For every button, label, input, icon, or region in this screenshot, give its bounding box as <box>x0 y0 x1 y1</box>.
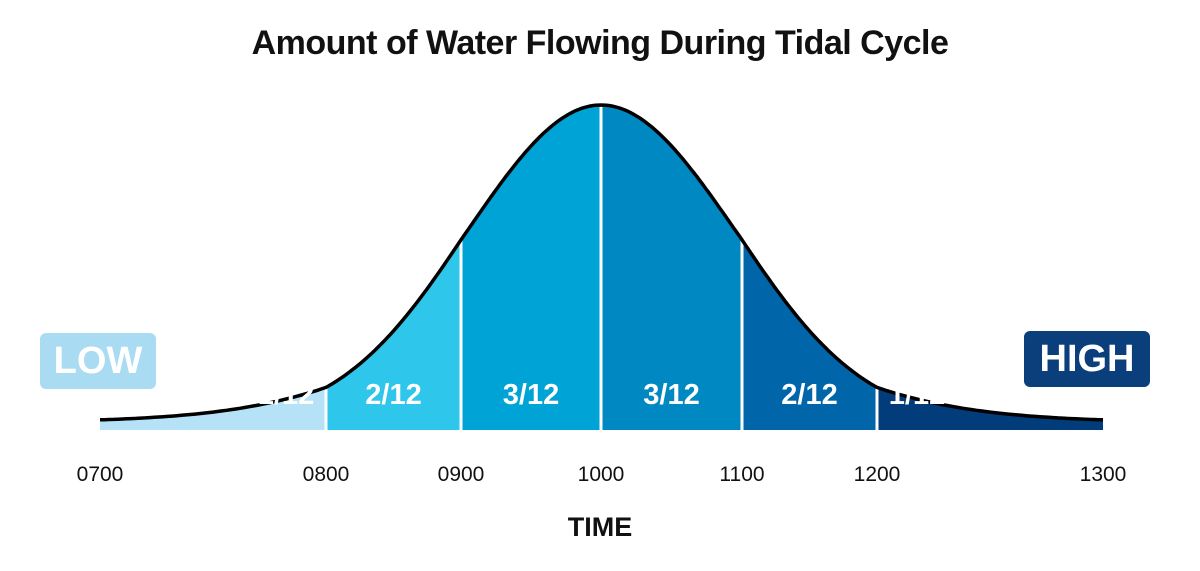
segment-label: 1/12 <box>889 379 945 411</box>
tidal-flow-curve <box>99 103 1104 422</box>
x-tick-label: 1200 <box>854 463 901 486</box>
x-tick-label: 1100 <box>719 463 764 486</box>
x-tick-label: 0700 <box>77 463 124 486</box>
segment-label: 3/12 <box>503 379 559 411</box>
x-axis-label: TIME <box>567 512 633 542</box>
chart-title: Amount of Water Flowing During Tidal Cyc… <box>251 24 949 62</box>
x-tick-label: 1300 <box>1080 463 1127 486</box>
segment-labels: 1/12 2/12 3/12 3/12 2/12 1/12 <box>258 379 945 411</box>
x-axis-ticks: 0700 0800 0900 1000 1100 1200 1300 <box>77 463 1127 486</box>
segment-label: 3/12 <box>643 379 699 411</box>
x-tick-label: 1000 <box>578 463 625 486</box>
x-tick-label: 0900 <box>438 463 485 486</box>
segment-label: 2/12 <box>781 379 837 411</box>
segment-label: 1/12 <box>258 379 314 411</box>
high-tide-badge: HIGH <box>1024 331 1150 387</box>
x-tick-label: 0800 <box>303 463 350 486</box>
segment-label: 2/12 <box>365 379 421 411</box>
low-tide-badge: LOW <box>40 333 156 389</box>
